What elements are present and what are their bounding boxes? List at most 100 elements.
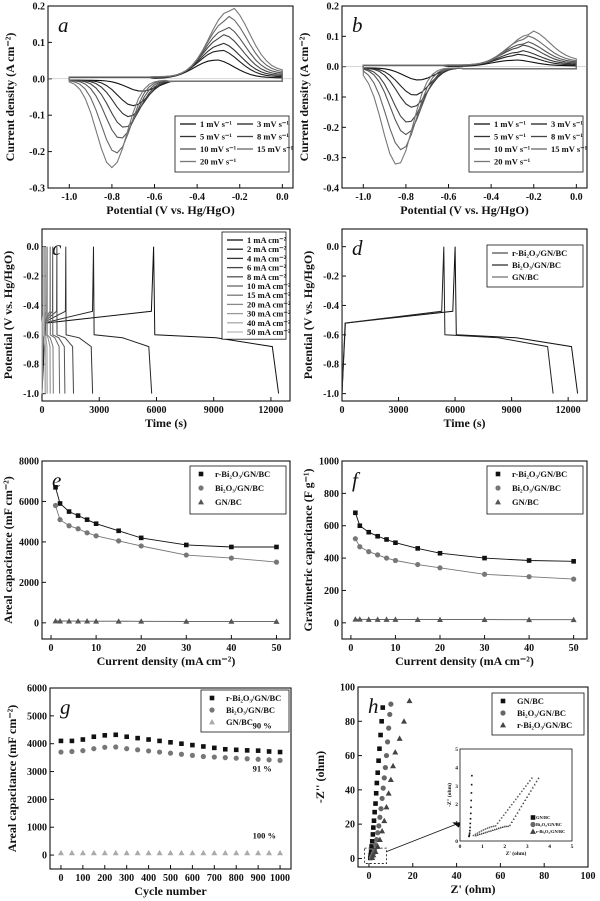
y-axis-label: Gravimetric capacitance (F g⁻¹) <box>301 468 315 631</box>
inset-y-tick: 3 <box>455 784 458 790</box>
inset-point <box>480 830 483 832</box>
x-tick-label: 50 <box>271 643 281 654</box>
x-tick-label: 0 <box>40 405 45 416</box>
x-tick-label: 20 <box>408 871 418 882</box>
x-axis-label: Time (s) <box>443 416 485 430</box>
y-tick-label: -0.4 <box>23 301 39 312</box>
legend-label: 10 mV s⁻¹ <box>494 144 531 154</box>
data-point <box>113 744 119 750</box>
data-point <box>179 741 184 746</box>
inset-point <box>508 806 511 809</box>
inset-point <box>516 795 519 798</box>
data-point <box>266 757 272 763</box>
x-tick-label: 30 <box>480 643 490 654</box>
data-point <box>124 734 129 740</box>
x-tick-label: 9000 <box>502 405 522 416</box>
x-axis-label: Time (s) <box>145 416 187 430</box>
data-point <box>178 849 185 856</box>
inset-frame <box>459 748 573 842</box>
data-point <box>178 751 185 757</box>
series-line <box>41 246 280 394</box>
data-point <box>526 558 532 563</box>
data-point <box>135 747 141 753</box>
inset-point <box>484 828 487 830</box>
data-point <box>481 571 488 577</box>
x-tick-label: 10 <box>91 643 101 654</box>
inset-point <box>506 825 510 828</box>
inset-x-tick: 1 <box>481 844 484 850</box>
x-tick-label: 200 <box>97 873 112 884</box>
x-axis-label: Current density (mA cm⁻²) <box>395 654 534 668</box>
data-point <box>58 749 64 755</box>
data-point <box>200 849 207 856</box>
y-axis-label: Areal capacitance (mF cm⁻²) <box>5 705 19 853</box>
y-tick-label: -0.3 <box>323 153 339 164</box>
data-point <box>255 849 262 856</box>
data-point <box>52 617 59 624</box>
plot-frame <box>41 460 291 640</box>
y-tick-label: 5000 <box>27 711 47 722</box>
data-point <box>183 552 189 558</box>
data-point <box>530 815 536 820</box>
legend <box>491 692 585 736</box>
data-point <box>495 485 501 491</box>
data-point <box>233 849 240 856</box>
inset-point <box>497 827 500 830</box>
data-point <box>209 719 215 725</box>
x-tick-label: 40 <box>226 643 236 654</box>
data-point <box>377 814 383 820</box>
x-tick-label: 0 <box>58 873 63 884</box>
data-point <box>93 533 99 539</box>
legend-label: 15 mV s⁻¹ <box>257 144 294 154</box>
inset-point <box>499 826 502 829</box>
inset-point <box>529 789 532 792</box>
data-point <box>75 526 81 532</box>
plot-frame <box>341 460 588 640</box>
data-point <box>198 499 204 505</box>
series-line <box>354 512 574 562</box>
inset-point <box>510 803 513 806</box>
inset-point <box>484 831 487 834</box>
data-point <box>415 561 421 568</box>
series-line <box>341 246 554 394</box>
data-point <box>273 618 280 624</box>
data-point <box>84 530 90 536</box>
x-tick-label: 9000 <box>204 405 224 416</box>
y-tick-label: 8000 <box>19 457 39 468</box>
x-tick-label: 3000 <box>89 405 109 416</box>
y-tick-label: -0.1 <box>29 111 45 122</box>
inset-point <box>478 831 481 833</box>
data-point <box>123 849 130 856</box>
panel-label: f <box>352 468 361 492</box>
panel-c: 0 3000 6000 9000 12000 -1.0 -0.8 -0.6 -0.4 -0.2 0.… <box>1 228 291 430</box>
data-point <box>209 695 215 701</box>
x-tick-label: 40 <box>452 871 462 882</box>
data-point <box>209 707 215 713</box>
data-point <box>116 528 121 534</box>
data-point <box>372 848 379 854</box>
inset-point <box>469 822 472 825</box>
x-tick-label: 300 <box>119 873 134 884</box>
inset-point <box>501 825 504 828</box>
data-point <box>384 537 389 542</box>
data-point <box>401 718 407 724</box>
legend-label: 40 mA cm⁻² <box>247 318 291 328</box>
data-point <box>369 844 374 849</box>
data-point <box>52 502 59 509</box>
y-tick-label: 0 <box>42 851 47 862</box>
y-tick-label: 0.0 <box>327 62 340 73</box>
y-tick-label: 100 <box>340 683 355 694</box>
inset-point <box>468 832 471 834</box>
data-point <box>376 758 381 764</box>
data-point <box>135 735 140 741</box>
inset-point <box>472 834 475 837</box>
series-line <box>362 50 577 108</box>
data-point <box>211 754 217 760</box>
inset-point <box>474 833 477 836</box>
data-point <box>374 843 381 849</box>
y-tick-label: 0.0 <box>33 74 46 85</box>
legend-label: 1 mA cm⁻² <box>247 235 287 245</box>
inset-y-tick: 2 <box>455 802 458 808</box>
y-tick-label: 4000 <box>27 739 47 750</box>
x-tick-label: -0.2 <box>232 192 248 203</box>
